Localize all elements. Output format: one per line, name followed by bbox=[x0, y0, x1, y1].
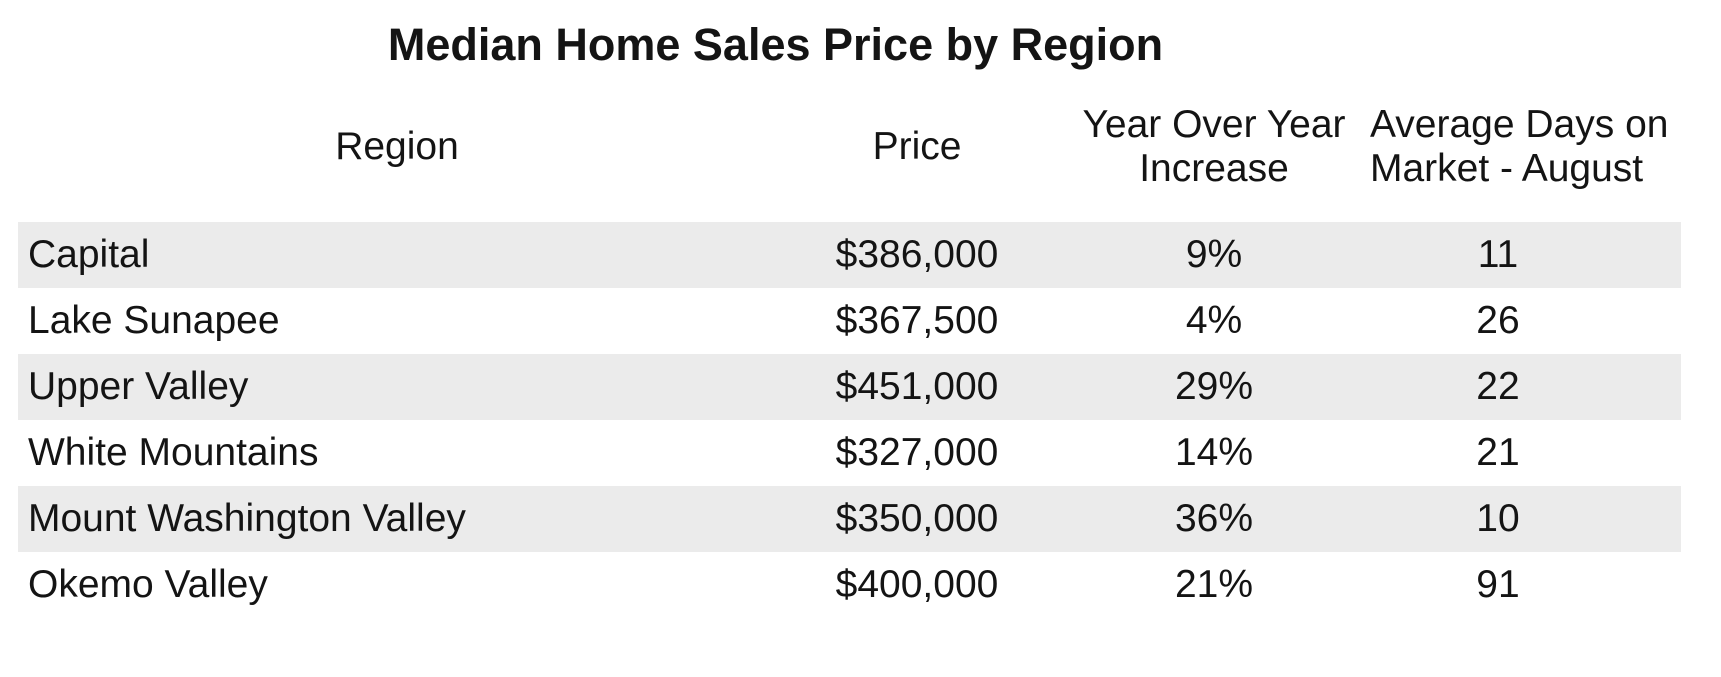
cell-avg-days-on-market: 22 bbox=[1476, 365, 1520, 408]
cell-region: Okemo Valley bbox=[28, 563, 268, 606]
column-header-line: Average Days on bbox=[1370, 103, 1669, 146]
cell-yoy-increase: 4% bbox=[1185, 299, 1243, 342]
column-header-yoy-increase: Year Over Year Increase bbox=[1058, 72, 1370, 222]
cell-region: Capital bbox=[28, 233, 150, 276]
table-row: Lake Sunapee $367,500 4% 26 bbox=[18, 288, 1681, 354]
header-row: Region Price Year Over Year Increase Average… bbox=[18, 72, 1681, 222]
column-header-line: Price bbox=[872, 125, 962, 168]
cell-price: $350,000 bbox=[835, 497, 999, 540]
table-row: Okemo Valley $400,000 21% 91 bbox=[18, 552, 1681, 618]
cell-avg-days-on-market: 11 bbox=[1477, 233, 1519, 276]
cell-region: Mount Washington Valley bbox=[28, 497, 466, 540]
table-body: Capital $386,000 9% 11 Lake Sunapee $367,500 4… bbox=[18, 222, 1681, 618]
title-wrap: Median Home Sales Price by Region bbox=[0, 0, 1721, 72]
cell-price: $386,000 bbox=[835, 233, 999, 276]
table-row: Mount Washington Valley $350,000 36% 10 bbox=[18, 486, 1681, 552]
cell-region: Upper Valley bbox=[28, 365, 249, 408]
column-header-line: Year Over Year bbox=[1082, 103, 1346, 146]
cell-price: $327,000 bbox=[835, 431, 999, 474]
cell-region: White Mountains bbox=[28, 431, 319, 474]
column-header-avg-days-on-market: Average Days on Market - August bbox=[1370, 72, 1681, 222]
cell-price: $451,000 bbox=[835, 365, 999, 408]
cell-region: Lake Sunapee bbox=[28, 299, 280, 342]
table-row: Capital $386,000 9% 11 bbox=[18, 222, 1681, 288]
cell-avg-days-on-market: 10 bbox=[1476, 497, 1520, 540]
cell-yoy-increase: 9% bbox=[1185, 233, 1243, 276]
cell-price: $367,500 bbox=[835, 299, 999, 342]
home-sales-table: Region Price Year Over Year Increase Average… bbox=[18, 72, 1681, 618]
cell-yoy-increase: 21% bbox=[1174, 563, 1254, 606]
cell-yoy-increase: 29% bbox=[1174, 365, 1254, 408]
column-header-price: Price bbox=[776, 72, 1058, 222]
page-title: Median Home Sales Price by Region bbox=[387, 19, 1164, 70]
column-header-line: Region bbox=[335, 125, 459, 168]
cell-avg-days-on-market: 91 bbox=[1476, 563, 1520, 606]
cell-avg-days-on-market: 21 bbox=[1476, 431, 1520, 474]
cell-avg-days-on-market: 26 bbox=[1476, 299, 1520, 342]
column-header-line: Market - August bbox=[1370, 147, 1644, 190]
cell-price: $400,000 bbox=[835, 563, 999, 606]
table-row: Upper Valley $451,000 29% 22 bbox=[18, 354, 1681, 420]
column-header-region: Region bbox=[18, 72, 776, 222]
table-row: White Mountains $327,000 14% 21 bbox=[18, 420, 1681, 486]
column-header-line: Increase bbox=[1139, 147, 1289, 190]
cell-yoy-increase: 36% bbox=[1174, 497, 1254, 540]
cell-yoy-increase: 14% bbox=[1174, 431, 1254, 474]
